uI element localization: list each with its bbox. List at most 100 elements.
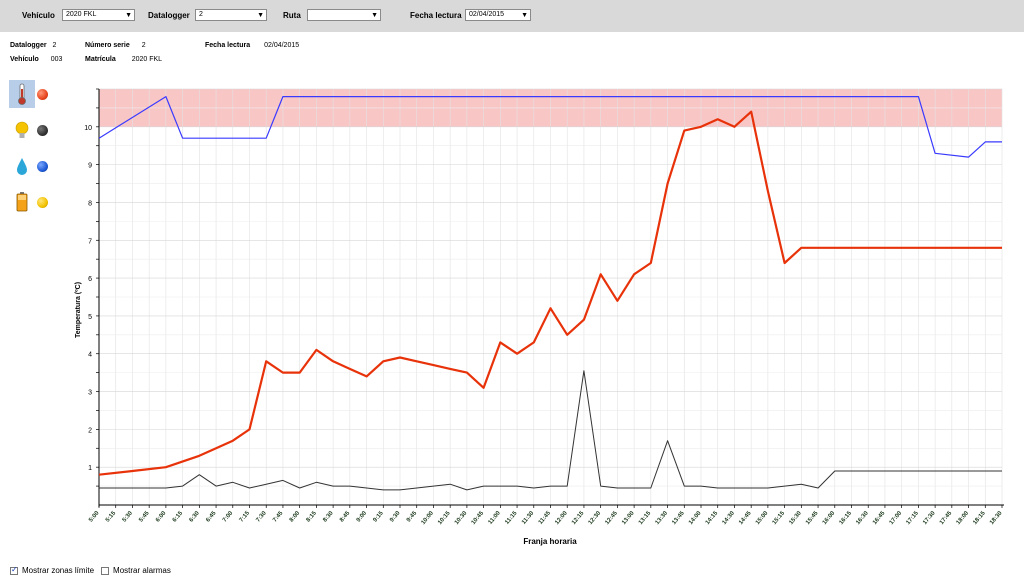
x-tick-label: 18:15 xyxy=(972,510,987,526)
info-vehiculo: Vehículo 003 xyxy=(10,56,62,63)
info-matricula: Matrícula 2020 FKL xyxy=(85,56,162,63)
y-tick-label: 8 xyxy=(88,200,92,207)
x-tick-label: 11:00 xyxy=(488,510,503,526)
x-tick-label: 7:30 xyxy=(255,510,268,524)
x-tick-label: 16:45 xyxy=(872,510,887,526)
vehiculo-label: Vehículo xyxy=(22,11,55,20)
x-tick-label: 5:45 xyxy=(138,510,151,524)
x-tick-label: 15:00 xyxy=(755,510,770,526)
fecha-lectura-select-value: 02/04/2015 xyxy=(469,11,505,18)
x-tick-label: 14:00 xyxy=(688,510,703,526)
x-tick-label: 5:30 xyxy=(122,510,135,524)
x-tick-label: 15:30 xyxy=(788,510,803,526)
y-tick-label: 2 xyxy=(88,427,92,434)
y-tick-label: 6 xyxy=(88,276,92,283)
x-tick-label: 15:15 xyxy=(772,510,787,526)
alarmas-checkbox[interactable] xyxy=(101,566,110,575)
x-tick-label: 9:00 xyxy=(356,510,369,524)
y-tick-label: 4 xyxy=(88,352,92,359)
info-datalogger-value: 2 xyxy=(52,42,57,49)
sensor-light-button[interactable] xyxy=(9,117,35,145)
fecha-lectura-label: Fecha lectura xyxy=(410,11,462,20)
x-tick-label: 17:45 xyxy=(939,510,954,526)
alarmas-label: Mostrar alarmas xyxy=(113,566,171,575)
datalogger-label: Datalogger xyxy=(148,11,190,20)
chevron-down-icon: ▼ xyxy=(125,12,132,19)
x-tick-label: 13:00 xyxy=(621,510,636,526)
y-tick-label: 5 xyxy=(88,314,92,321)
info-matricula-value: 2020 FKL xyxy=(131,56,163,63)
x-tick-label: 17:00 xyxy=(889,510,904,526)
x-tick-label: 8:45 xyxy=(339,510,352,524)
datalogger-select-value: 2 xyxy=(199,11,203,18)
vehiculo-select[interactable]: 2020 FKL ▼ xyxy=(62,9,135,21)
zonas-limite-label: Mostrar zonas límite xyxy=(22,566,95,575)
x-tick-label: 10:45 xyxy=(471,510,486,526)
x-tick-label: 15:45 xyxy=(805,510,820,526)
x-tick-label: 18:30 xyxy=(989,510,1004,526)
x-tick-label: 13:30 xyxy=(655,510,670,526)
x-tick-label: 9:15 xyxy=(372,510,385,524)
sensor-humidity-button[interactable] xyxy=(9,153,35,181)
temperature-color-dot xyxy=(37,89,48,100)
sensor-temperature-button[interactable] xyxy=(9,80,35,108)
water-drop-icon xyxy=(17,158,27,175)
sensor-battery-button[interactable] xyxy=(9,189,35,217)
humidity-color-dot xyxy=(37,161,48,172)
datalogger-select[interactable]: 2 ▼ xyxy=(195,9,267,21)
info-numero-serie-label: Número serie xyxy=(85,42,130,49)
x-tick-label: 16:00 xyxy=(822,510,837,526)
ruta-label: Ruta xyxy=(283,11,301,20)
x-tick-label: 7:45 xyxy=(272,510,285,524)
x-tick-label: 6:30 xyxy=(189,510,202,524)
x-tick-label: 10:00 xyxy=(421,510,436,526)
battery-color-dot xyxy=(37,197,48,208)
info-datalogger: Datalogger 2 xyxy=(10,42,56,49)
x-tick-label: 17:15 xyxy=(905,510,920,526)
info-numero-serie-value: 2 xyxy=(141,42,146,49)
y-tick-label: 10 xyxy=(84,125,92,132)
x-tick-label: 5:00 xyxy=(88,510,101,524)
battery-icon xyxy=(16,192,28,212)
x-tick-label: 9:30 xyxy=(389,510,402,524)
thermometer-icon xyxy=(18,83,26,105)
x-tick-label: 12:45 xyxy=(604,510,619,526)
info-fecha-lectura: Fecha lectura 02/04/2015 xyxy=(205,42,299,49)
filter-toolbar: Vehículo 2020 FKL ▼ Datalogger 2 ▼ Ruta … xyxy=(0,0,1024,32)
x-tick-label: 5:15 xyxy=(105,510,118,524)
x-tick-label: 13:15 xyxy=(638,510,653,526)
ruta-select[interactable]: ▼ xyxy=(307,9,381,21)
x-tick-label: 14:45 xyxy=(738,510,753,526)
x-tick-label: 6:15 xyxy=(172,510,185,524)
y-tick-label: 3 xyxy=(88,390,92,397)
x-tick-label: 16:30 xyxy=(855,510,870,526)
y-tick-label: 1 xyxy=(88,465,92,472)
info-datalogger-label: Datalogger xyxy=(10,42,47,49)
x-tick-label: 11:15 xyxy=(504,510,519,526)
x-tick-label: 11:45 xyxy=(538,510,553,526)
x-tick-label: 11:30 xyxy=(521,510,536,526)
x-tick-label: 6:45 xyxy=(205,510,218,524)
x-tick-label: 7:15 xyxy=(239,510,252,524)
series-line-limit xyxy=(98,95,1002,158)
x-tick-label: 12:30 xyxy=(588,510,603,526)
chevron-down-icon: ▼ xyxy=(521,12,528,19)
zonas-limite-checkbox[interactable] xyxy=(10,565,18,575)
x-tick-label: 17:30 xyxy=(922,510,937,526)
x-tick-label: 18:00 xyxy=(956,510,971,526)
x-tick-label: 7:00 xyxy=(222,510,235,524)
info-vehiculo-value: 003 xyxy=(50,56,63,63)
x-tick-label: 10:15 xyxy=(437,510,452,526)
lightbulb-icon xyxy=(15,121,29,138)
series-line-temperature xyxy=(98,110,1002,476)
x-tick-label: 8:30 xyxy=(322,510,335,524)
y-tick-label: 9 xyxy=(88,163,92,170)
series-line-secondary xyxy=(99,370,1002,491)
x-tick-label: 12:15 xyxy=(571,510,586,526)
fecha-lectura-select[interactable]: 02/04/2015 ▼ xyxy=(465,9,531,21)
chevron-down-icon: ▼ xyxy=(257,12,264,19)
x-tick-label: 12:00 xyxy=(554,510,569,526)
x-axis-title: Franja horaria xyxy=(523,537,577,546)
info-fecha-lectura-label: Fecha lectura xyxy=(205,42,251,49)
x-tick-label: 16:15 xyxy=(839,510,854,526)
